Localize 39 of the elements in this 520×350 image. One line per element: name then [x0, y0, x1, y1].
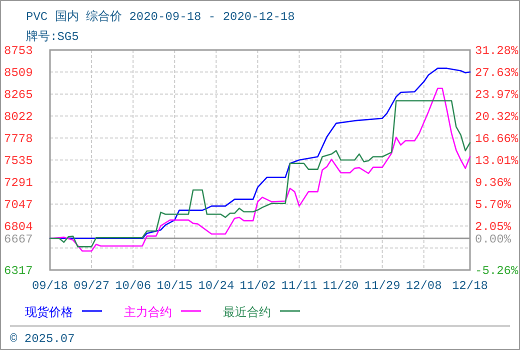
y-tick-label: 8022 [4, 110, 33, 124]
text: © 2025.07 [10, 332, 75, 346]
y-tick-label: 7291 [4, 176, 33, 190]
y-tick-label: 6804 [4, 220, 33, 234]
y2-tick-label: -5.26% [475, 264, 520, 278]
x-tick-label: 10/15 [156, 279, 193, 293]
y-tick-label: 8265 [4, 88, 33, 102]
legend-label: 现货价格 [25, 306, 73, 320]
y2-tick-label: 13.01% [475, 154, 520, 168]
y2-tick-label: 0.00% [475, 232, 512, 246]
y2-tick-label: 31.28% [475, 44, 520, 58]
y-tick-label: 7778 [4, 132, 33, 146]
chart-title: PVC 国内 综合价 2020-09-18 - 2020-12-18 [26, 9, 295, 24]
y2-tick-label: 16.66% [475, 132, 520, 146]
chart-subtitle: 牌号:SG5 [26, 30, 79, 44]
y2-tick-label: 23.97% [475, 88, 520, 102]
x-tick-label: 11/11 [281, 279, 318, 293]
y-tick-label: 6317 [4, 264, 33, 278]
x-tick-label: 11/29 [364, 279, 400, 293]
y2-tick-label: 5.70% [475, 198, 512, 212]
legend-label: 最近合约 [223, 306, 271, 320]
x-tick-label: 10/06 [115, 279, 152, 293]
y2-tick-label: 2.05% [475, 220, 512, 234]
y-tick-label: 7047 [4, 198, 33, 212]
y-tick-label: 8509 [4, 66, 33, 80]
y2-tick-label: 9.36% [475, 176, 512, 190]
x-tick-label: 09/18 [32, 279, 68, 293]
x-tick-label: 09/27 [74, 279, 110, 293]
y-tick-label: 6667 [4, 232, 33, 246]
x-tick-label: 12/18 [452, 279, 488, 293]
y-tick-label: 8753 [4, 44, 33, 58]
x-tick-label: 11/02 [240, 279, 276, 293]
x-tick-label: 12/08 [406, 279, 442, 293]
x-tick-label: 11/20 [322, 279, 359, 293]
y2-tick-label: 20.32% [475, 110, 520, 124]
legend-label: 主力合约 [124, 305, 172, 320]
x-tick-label: 10/24 [198, 279, 234, 293]
y2-tick-label: 27.63% [475, 66, 520, 80]
y-tick-label: 7535 [4, 154, 33, 168]
